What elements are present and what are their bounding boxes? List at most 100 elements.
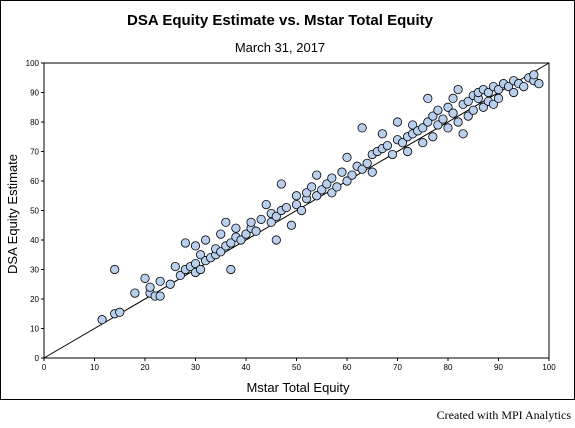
y-tick-label: 100 xyxy=(26,59,40,68)
x-tick-label: 30 xyxy=(191,363,200,372)
data-point xyxy=(221,217,231,227)
data-point xyxy=(529,70,539,80)
data-point xyxy=(418,138,428,148)
data-point xyxy=(241,229,251,239)
data-point xyxy=(332,182,342,192)
x-tick-label: 80 xyxy=(444,363,453,372)
data-point xyxy=(428,132,438,142)
data-point xyxy=(483,87,493,98)
x-tick-label: 40 xyxy=(242,363,251,372)
y-axis-label: DSA Equity Estimate xyxy=(5,154,20,274)
data-point xyxy=(180,238,190,248)
data-point xyxy=(296,205,307,216)
data-point xyxy=(337,167,347,177)
scatter-chart: DSA Equity Estimate vs. Mstar Total Equi… xyxy=(5,12,556,395)
data-point xyxy=(493,84,504,95)
data-point xyxy=(357,123,367,133)
data-point xyxy=(362,158,372,168)
x-tick-label: 10 xyxy=(90,363,99,372)
data-point xyxy=(433,120,443,130)
data-point xyxy=(463,96,473,106)
data-point xyxy=(231,223,241,233)
data-point xyxy=(115,307,125,317)
data-point xyxy=(397,138,408,148)
data-point xyxy=(170,261,180,272)
data-point xyxy=(402,146,413,157)
data-point xyxy=(453,84,463,95)
data-points xyxy=(97,70,544,325)
data-point xyxy=(438,114,448,124)
data-point xyxy=(377,129,387,139)
chart-frame: DSA Equity Estimate vs. Mstar Total Equi… xyxy=(0,0,575,400)
data-point xyxy=(195,264,206,275)
data-point xyxy=(312,170,322,180)
data-point xyxy=(301,188,312,198)
x-tick-label: 100 xyxy=(542,363,556,372)
y-tick-label: 30 xyxy=(30,266,39,275)
data-point xyxy=(216,229,226,239)
data-point xyxy=(281,202,291,213)
data-point xyxy=(448,108,458,118)
data-point xyxy=(488,99,499,109)
data-point xyxy=(251,226,261,236)
x-axis-ticks: 0 10 20 30 40 50 60 70 80 90 100 xyxy=(42,358,556,372)
data-point xyxy=(190,258,201,269)
reference-line xyxy=(43,62,550,359)
data-point xyxy=(468,105,478,115)
data-point xyxy=(155,276,165,286)
data-point xyxy=(342,176,352,186)
data-point xyxy=(291,191,302,201)
data-point xyxy=(286,220,297,230)
chart-subtitle: March 31, 2017 xyxy=(235,40,325,55)
data-point xyxy=(342,152,352,162)
data-point xyxy=(509,87,519,98)
data-point xyxy=(327,173,337,183)
data-point xyxy=(433,105,443,115)
data-point xyxy=(226,264,236,275)
chart-title: DSA Equity Estimate vs. Mstar Total Equi… xyxy=(127,12,434,29)
data-point xyxy=(357,164,367,174)
data-point xyxy=(307,182,317,192)
data-point xyxy=(256,214,266,224)
y-tick-label: 40 xyxy=(30,236,39,245)
data-point xyxy=(216,247,226,257)
y-tick-label: 20 xyxy=(30,295,39,304)
y-tick-label: 60 xyxy=(30,177,39,186)
data-point xyxy=(271,211,281,221)
data-point xyxy=(145,282,155,292)
data-point xyxy=(140,273,150,283)
data-point xyxy=(503,82,514,92)
data-point xyxy=(443,102,453,112)
data-point xyxy=(175,270,185,280)
credit-text: Created with MPI Analytics xyxy=(436,408,571,422)
y-tick-label: 50 xyxy=(30,207,39,216)
data-point xyxy=(423,117,433,127)
data-point xyxy=(261,200,271,210)
x-tick-label: 0 xyxy=(42,363,47,372)
x-axis-label: Mstar Total Equity xyxy=(246,380,350,395)
y-tick-label: 80 xyxy=(30,118,39,127)
y-tick-label: 70 xyxy=(30,148,39,157)
data-point xyxy=(478,102,488,112)
data-point xyxy=(190,241,201,251)
data-point xyxy=(155,291,165,301)
data-point xyxy=(226,238,236,248)
data-point xyxy=(423,93,433,104)
data-point xyxy=(266,217,276,227)
data-point xyxy=(347,170,357,180)
data-point xyxy=(97,315,107,325)
data-point xyxy=(443,123,453,133)
x-tick-label: 90 xyxy=(494,363,503,372)
y-axis-ticks: 0 10 20 30 40 50 60 70 80 90 100 xyxy=(26,59,44,363)
data-point xyxy=(236,235,246,245)
data-point xyxy=(291,200,302,210)
data-point xyxy=(418,123,428,133)
data-point xyxy=(201,235,211,245)
x-tick-label: 60 xyxy=(343,363,352,372)
y-tick-label: 90 xyxy=(30,89,39,98)
data-point xyxy=(453,117,463,127)
data-point xyxy=(428,111,438,121)
y-tick-label: 10 xyxy=(30,325,39,334)
data-point xyxy=(110,264,120,275)
data-point xyxy=(448,93,458,104)
